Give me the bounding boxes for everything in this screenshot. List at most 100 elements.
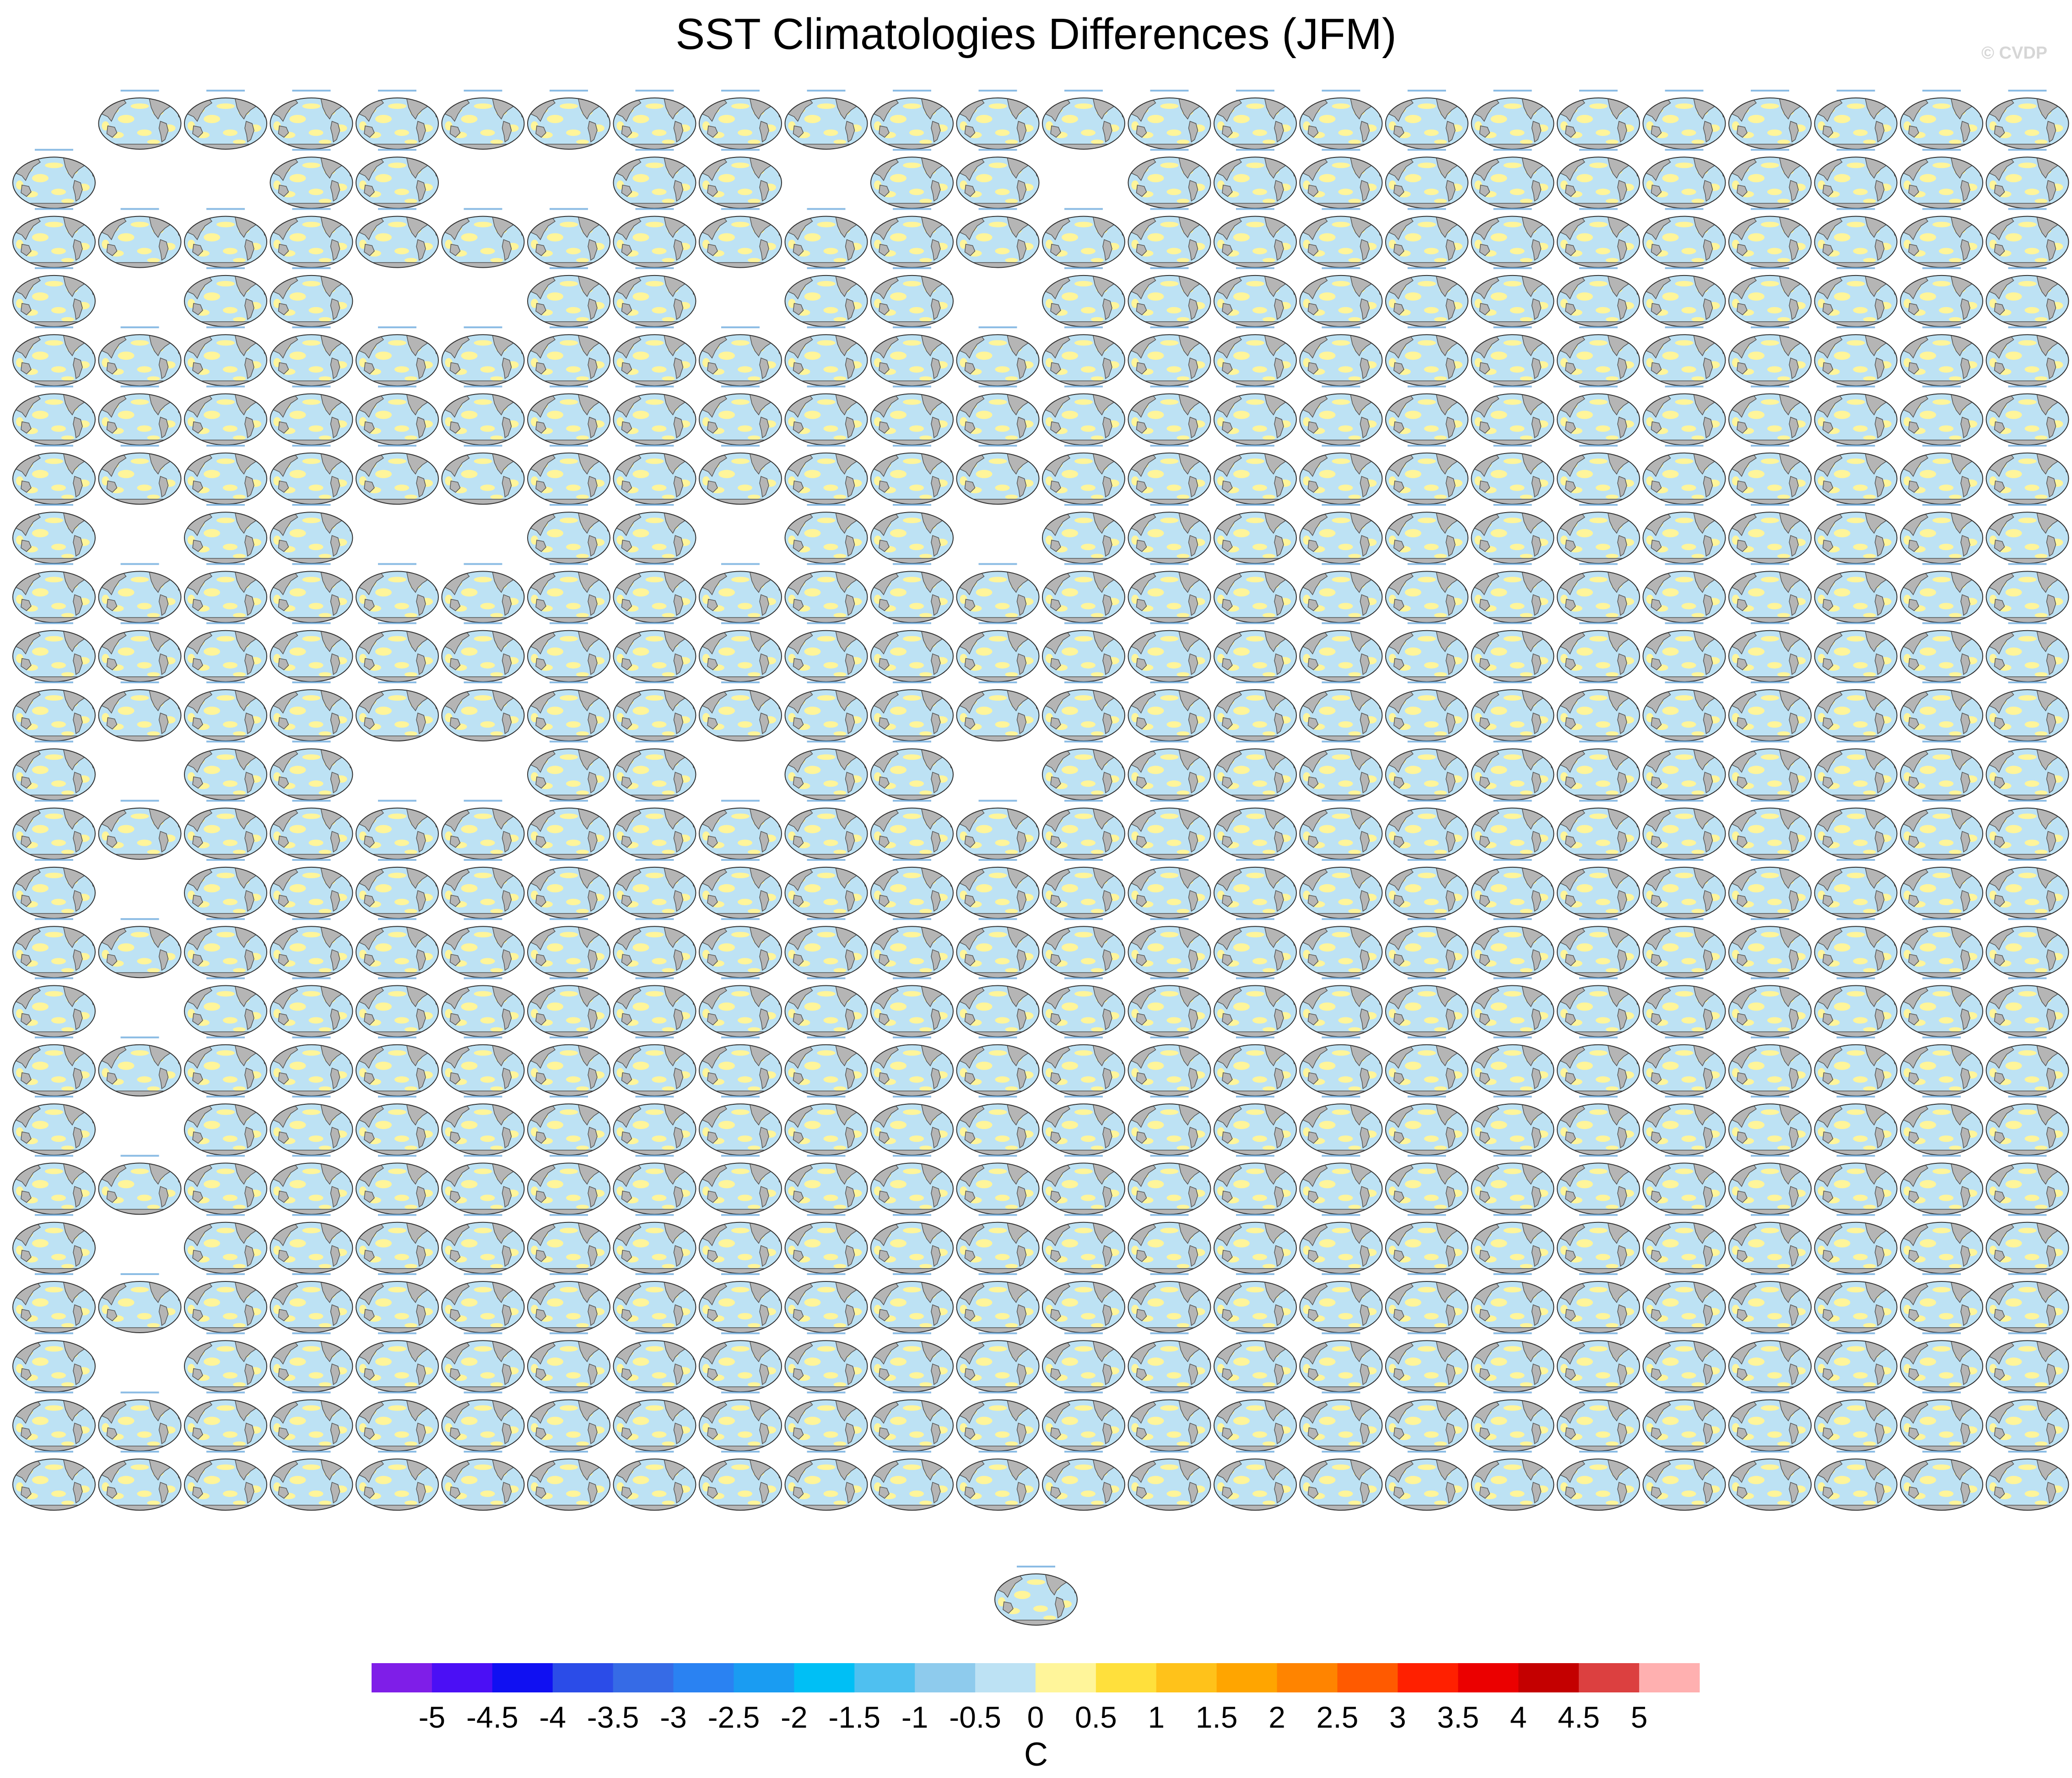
colorbar-swatch [1216,1663,1278,1692]
map-panel [1814,859,1898,919]
map-panel [1986,859,2070,919]
map-panel [1213,444,1297,505]
map-panel [1385,1332,1469,1393]
map-panel [956,977,1040,1038]
map-panel [1128,563,1212,623]
map-panel [870,504,954,564]
colorbar-swatch [1458,1663,1519,1692]
map-panel [1986,681,2070,742]
map-panel [183,681,268,742]
colorbar-tick-label: -2.5 [708,1700,760,1734]
map-panel [98,1036,182,1097]
map-panel [355,326,439,387]
map-panel [1471,563,1555,623]
map-panel [1471,504,1555,564]
map-panel [183,267,268,328]
map-panel [1041,1036,1126,1097]
map-panel [270,444,354,505]
map-panel [956,918,1040,978]
map-panel [12,1155,96,1215]
colorbar-swatch [492,1663,553,1692]
map-panel [1299,1036,1383,1097]
map-panel [613,326,697,387]
map-panel [1728,1273,1812,1334]
map-panel [1728,1096,1812,1156]
map-panel [613,1391,697,1452]
map-panel [441,918,525,978]
map-panel [1299,1450,1383,1511]
map-panel [698,1273,782,1334]
map-panel [355,208,439,269]
map-panel [183,444,268,505]
map-panel [1213,90,1297,150]
map-panel [1213,385,1297,446]
map-panel [1728,800,1812,860]
map-panel [1299,1096,1383,1156]
map-panel [784,1096,869,1156]
map-panel [1814,504,1898,564]
map-panel [1471,1391,1555,1452]
map-panel [1041,681,1126,742]
map-panel [1556,149,1640,209]
map-panel [1385,90,1469,150]
colorbar-swatch [1095,1663,1157,1692]
map-panel [12,1332,96,1393]
map-panel [355,1273,439,1334]
map-panel [1986,800,2070,860]
map-panel [1728,622,1812,683]
map-panel [1471,681,1555,742]
map-panel [1642,563,1727,623]
map-panel [1385,918,1469,978]
map-panel [355,1155,439,1215]
map-panel [1213,563,1297,623]
colorbar-tick-label: 4.5 [1558,1700,1600,1734]
map-panel [698,918,782,978]
map-panel [1128,1450,1212,1511]
map-panel [12,208,96,269]
map-panel [1899,267,1984,328]
map-panel [1385,681,1469,742]
map-panel [613,208,697,269]
map-panel [355,1096,439,1156]
map-panel [12,385,96,446]
map-panel [784,681,869,742]
map-panel [98,800,182,860]
map-panel [1471,444,1555,505]
map-panel [1041,1155,1126,1215]
map-panel [613,740,697,801]
map-panel [98,208,182,269]
map-panel [1728,444,1812,505]
map-panel [98,385,182,446]
map-panel [1471,90,1555,150]
map-panel [1642,149,1727,209]
map-panel [698,1096,782,1156]
map-panel [698,1391,782,1452]
map-panel [1385,740,1469,801]
colorbar-tick-label: -2 [781,1700,808,1734]
map-panel [1814,918,1898,978]
map-panel [12,859,96,919]
map-panel [1128,90,1212,150]
map-panel [1556,504,1640,564]
map-panel [784,1391,869,1452]
map-panel [1642,918,1727,978]
map-panel [1128,1273,1212,1334]
map-panel [270,859,354,919]
colorbar-swatch [1639,1663,1700,1692]
map-panel [1213,1096,1297,1156]
map-panel [98,563,182,623]
map-panel [1728,977,1812,1038]
map-panel [1986,444,2070,505]
map-panel [956,444,1040,505]
map-panel [1041,859,1126,919]
map-panel [355,149,439,209]
map-panel [527,563,611,623]
map-panel [1986,977,2070,1038]
colorbar-tick-label: 1 [1148,1700,1165,1734]
map-panel [1213,859,1297,919]
map-panel [1385,326,1469,387]
map-panel [1986,1332,2070,1393]
map-panel [270,1096,354,1156]
map-panel [613,918,697,978]
map-panel [1642,267,1727,328]
